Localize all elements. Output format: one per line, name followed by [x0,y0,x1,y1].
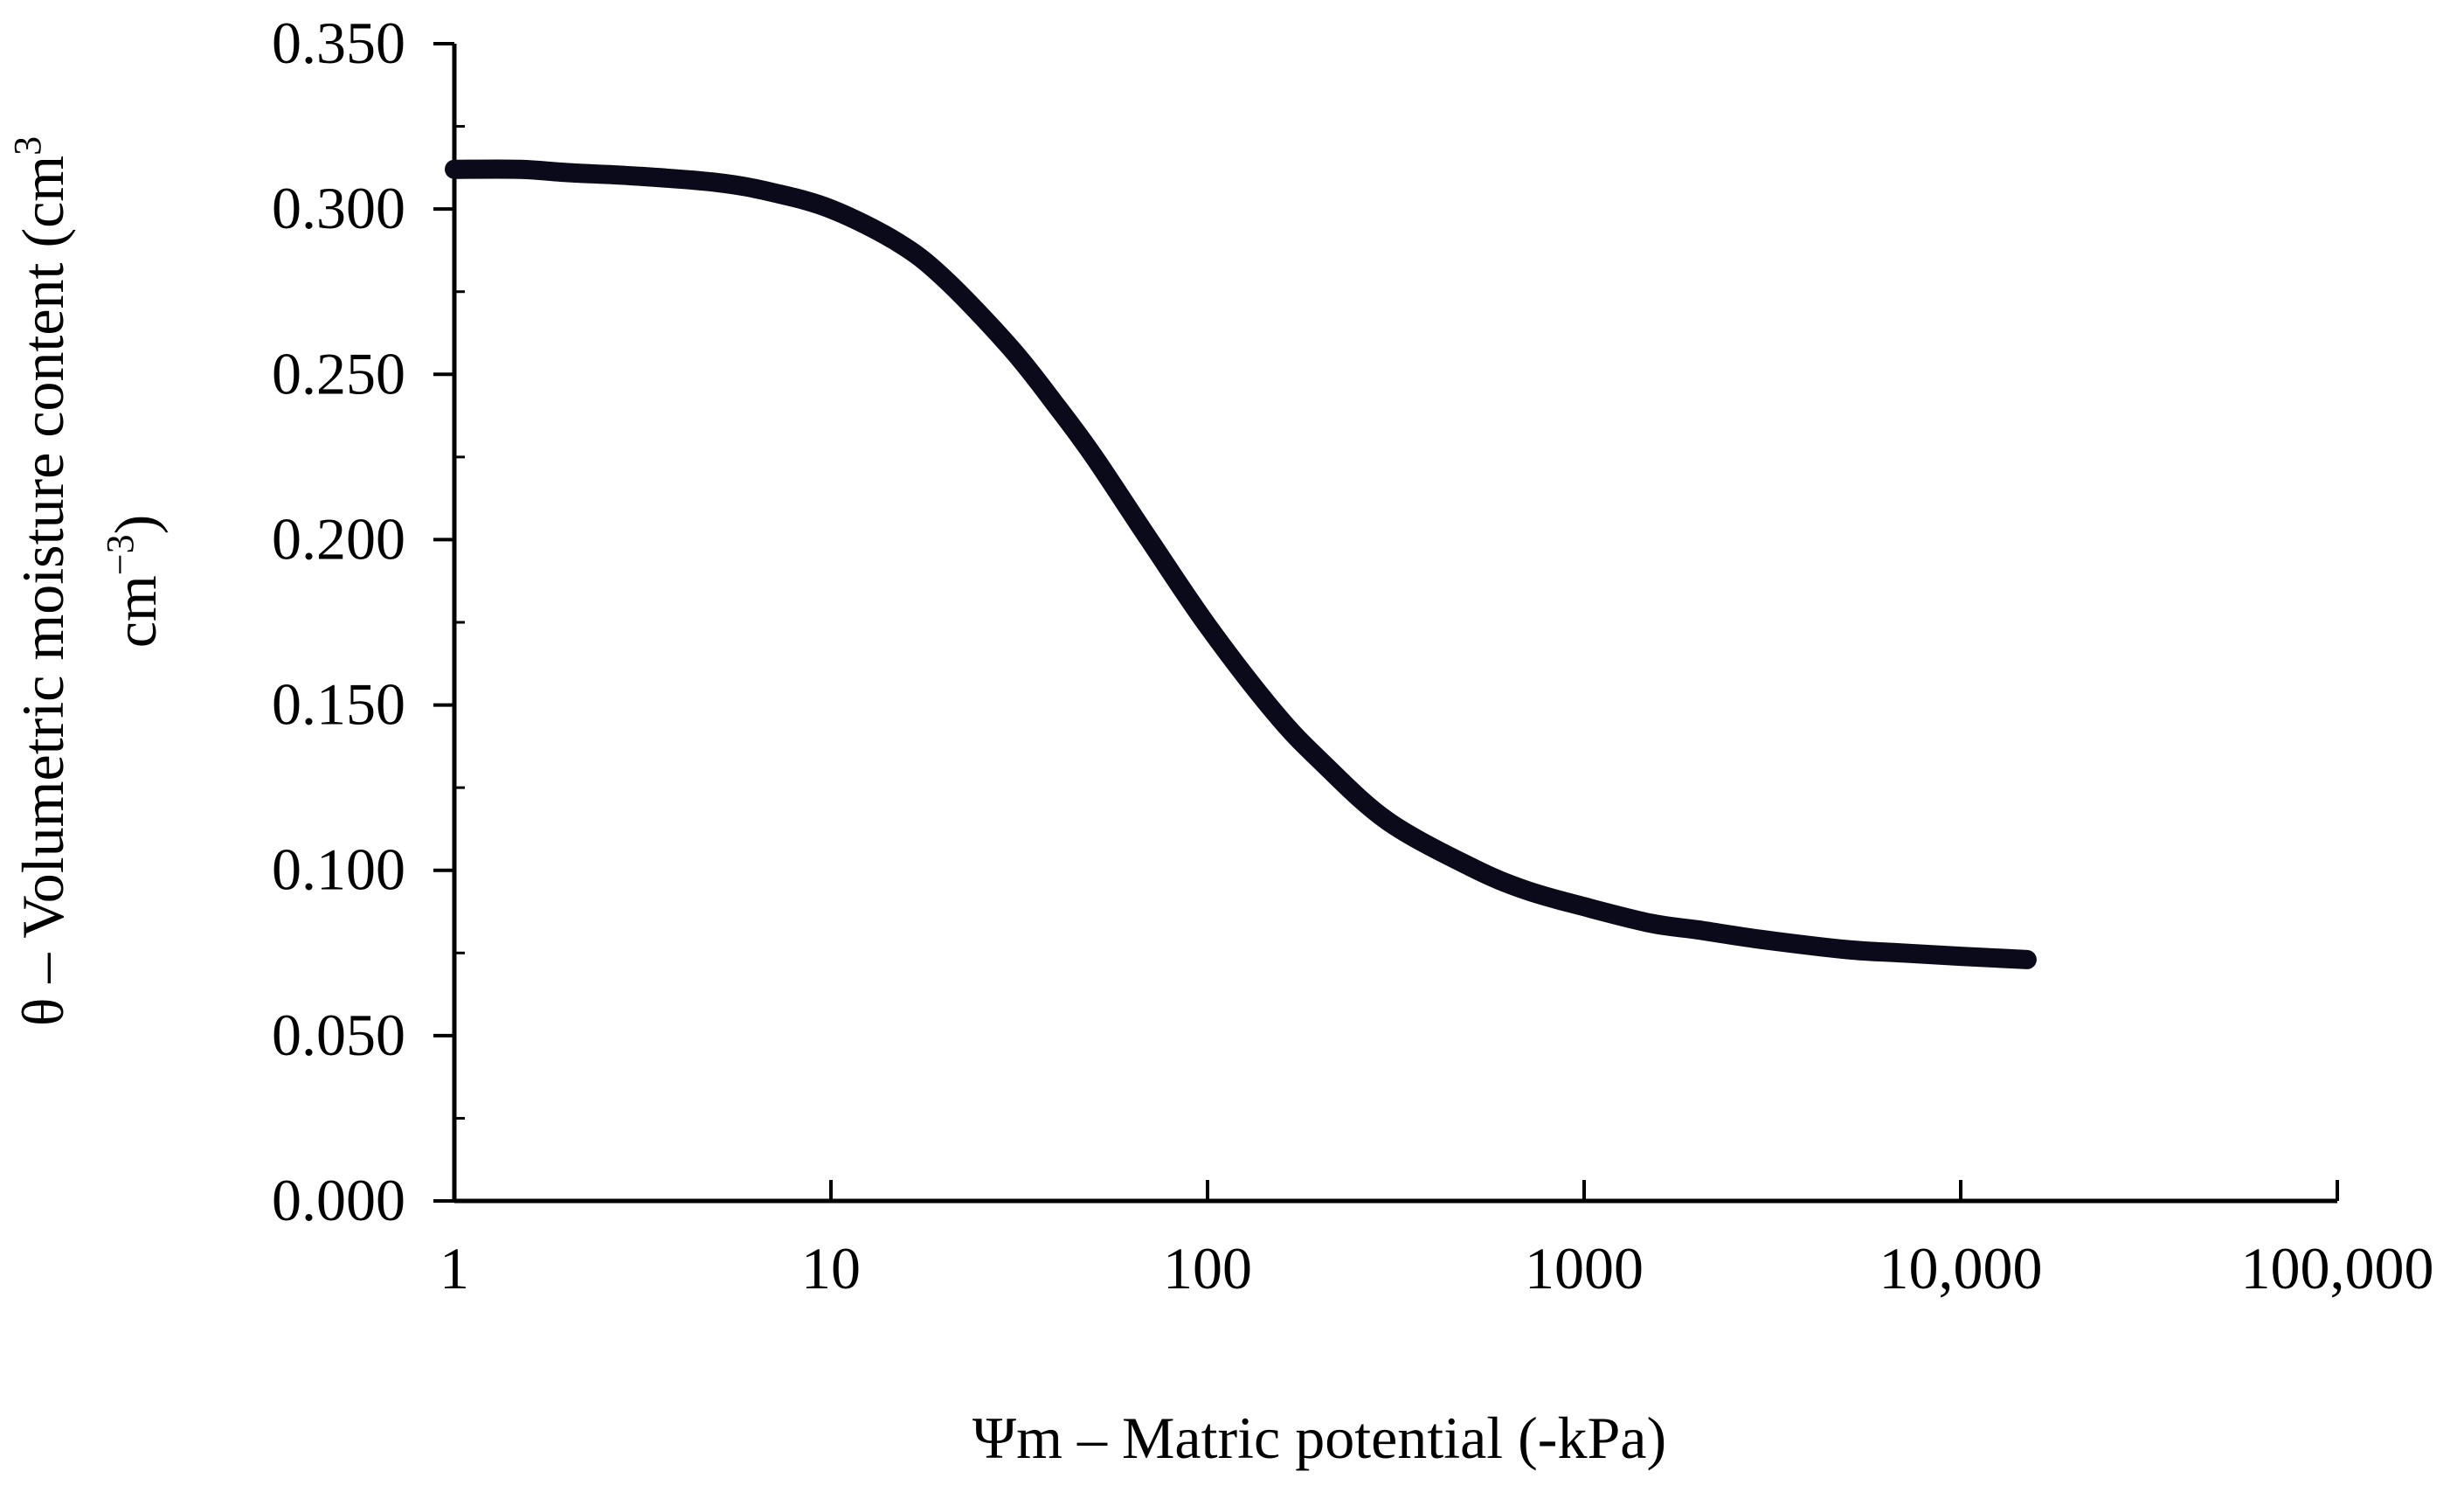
x-tick-label-4: 10,000 [1879,1235,2043,1301]
y-tick-label-6: 0.300 [272,175,405,241]
y-axis-title-line2-end: ) [102,515,169,535]
y-axis-ticks [433,42,454,1203]
y-axis-title-line1-text: θ – Volumetric moisture content (cm [10,156,76,1026]
x-tick-label-2: 100 [1163,1235,1252,1301]
y-axis-title-line2: cm−3) [99,515,169,649]
y-tick-label-0: 0.000 [272,1167,405,1233]
x-axis-tick-labels: 1 10 100 1000 10,000 100,000 [440,1235,2434,1301]
y-axis-tick-labels: 0.000 0.050 0.100 0.150 0.200 0.250 0.300 0.350 [272,10,405,1233]
y-tick-label-4: 0.200 [272,505,405,572]
y-tick-label-1: 0.050 [272,1002,405,1068]
y-axis-title-line1: θ – Volumetric moisture content (cm3 [6,136,76,1026]
y-tick-label-7: 0.350 [272,10,405,76]
x-tick-label-0: 1 [440,1235,469,1301]
y-tick-label-5: 0.250 [272,340,405,406]
y-axis-title: θ – Volumetric moisture content (cm3 cm−… [6,136,169,1026]
series-line-0 [445,159,2037,969]
x-axis-title: Ψm – Matric potential (-kPa) [972,1405,1666,1471]
y-tick-label-2: 0.100 [272,836,405,903]
y-axis-title-line1-sup: 3 [6,136,49,156]
x-tick-label-5: 100,000 [2241,1235,2434,1301]
y-axis-title-line2-sup: −3 [99,534,142,575]
series-group [445,159,2037,969]
y-tick-label-3: 0.150 [272,671,405,738]
y-axis-title-line2-text: cm [102,575,169,648]
x-tick-label-3: 1000 [1525,1235,1644,1301]
x-tick-label-1: 10 [801,1235,861,1301]
